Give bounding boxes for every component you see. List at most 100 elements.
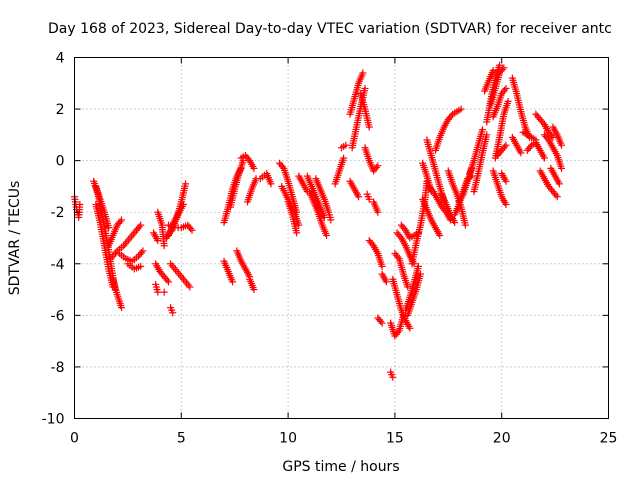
x-tick-labels: 0 5 10 15 20 25	[70, 431, 617, 447]
data-point	[137, 221, 145, 229]
y-tick-label: -6	[51, 308, 65, 324]
data-point	[267, 180, 275, 188]
data-point-fill	[394, 329, 402, 337]
data-point	[139, 247, 147, 255]
data-point-fill	[498, 66, 506, 74]
x-tick-label: 25	[600, 431, 618, 447]
data-point	[558, 141, 566, 149]
data-point	[504, 97, 512, 105]
data-point	[293, 229, 301, 237]
data-point	[382, 278, 390, 286]
data-point-fill	[116, 218, 124, 226]
data-point-fill	[187, 225, 195, 233]
data-point	[164, 278, 172, 286]
x-tick-label: 0	[70, 431, 79, 447]
data-point	[558, 164, 566, 172]
data-point	[188, 226, 196, 234]
data-point-fill	[394, 253, 402, 261]
data-point	[365, 195, 373, 203]
y-tick-label: 0	[56, 154, 65, 170]
data-point	[323, 231, 331, 239]
data-point	[404, 283, 412, 291]
data-point	[361, 84, 369, 92]
data-point	[117, 216, 125, 224]
data-point	[169, 309, 177, 317]
data-point	[137, 262, 145, 270]
data-point	[555, 180, 563, 188]
data-point	[502, 177, 510, 185]
data-points	[71, 61, 566, 381]
data-point	[553, 193, 561, 201]
data-point	[502, 200, 510, 208]
plot-frame	[74, 57, 609, 419]
data-point	[250, 286, 258, 294]
data-point	[389, 373, 397, 381]
data-point-fill	[278, 163, 286, 171]
y-tick-label: -8	[51, 360, 65, 376]
data-point-fill	[543, 134, 551, 142]
data-point-fill	[396, 232, 404, 240]
x-tick-label: 10	[279, 431, 297, 447]
data-point	[182, 180, 190, 188]
data-point	[502, 141, 510, 149]
data-point	[374, 162, 382, 170]
data-point	[540, 154, 548, 162]
data-point	[489, 66, 497, 74]
data-point	[374, 208, 382, 216]
axis-ticks	[74, 57, 609, 419]
data-point-fill	[244, 155, 252, 163]
data-point	[436, 231, 444, 239]
data-point	[117, 304, 125, 312]
data-point	[105, 224, 113, 232]
data-point-fill	[137, 249, 145, 257]
data-point-fill	[400, 225, 408, 233]
y-tick-label: 4	[56, 51, 65, 67]
data-point-fill	[447, 112, 455, 120]
y-tick-label: 2	[56, 102, 65, 118]
data-point	[160, 288, 168, 296]
data-point	[160, 242, 168, 250]
data-point	[478, 126, 486, 134]
data-point-fill	[368, 240, 376, 248]
data-point	[295, 221, 303, 229]
x-tick-label: 5	[177, 431, 186, 447]
data-point	[359, 69, 367, 77]
data-point	[342, 141, 350, 149]
data-point	[76, 200, 84, 208]
data-point-fill	[163, 276, 171, 284]
data-point	[154, 288, 162, 296]
data-point	[365, 123, 373, 131]
data-point	[378, 262, 386, 270]
y-tick-label: -2	[51, 205, 65, 221]
data-point	[457, 105, 465, 113]
x-tick-label: 15	[386, 431, 404, 447]
data-point-fill	[548, 132, 556, 140]
grid	[74, 57, 609, 419]
data-point	[483, 131, 491, 139]
data-point	[461, 221, 469, 229]
data-point	[229, 278, 237, 286]
data-point-fill	[501, 86, 509, 94]
data-point	[414, 262, 422, 270]
data-point-fill	[135, 223, 143, 231]
data-point	[417, 270, 425, 278]
x-tick-label: 20	[493, 431, 511, 447]
x-axis-label: GPS time / hours	[282, 459, 399, 475]
y-axis-label: SDTVAR / TECUs	[7, 181, 23, 296]
data-point	[327, 216, 335, 224]
data-point	[378, 319, 386, 327]
data-point-fill	[526, 143, 534, 151]
data-point	[340, 154, 348, 162]
data-point	[500, 64, 508, 72]
data-point	[250, 164, 258, 172]
data-point	[502, 84, 510, 92]
data-point-fill	[501, 143, 509, 151]
data-point	[355, 193, 363, 201]
data-point-fill	[552, 191, 560, 199]
data-point-fill	[428, 186, 436, 194]
data-point-fill	[372, 164, 380, 172]
data-point	[496, 61, 504, 69]
data-point	[451, 219, 459, 227]
data-point	[406, 324, 414, 332]
